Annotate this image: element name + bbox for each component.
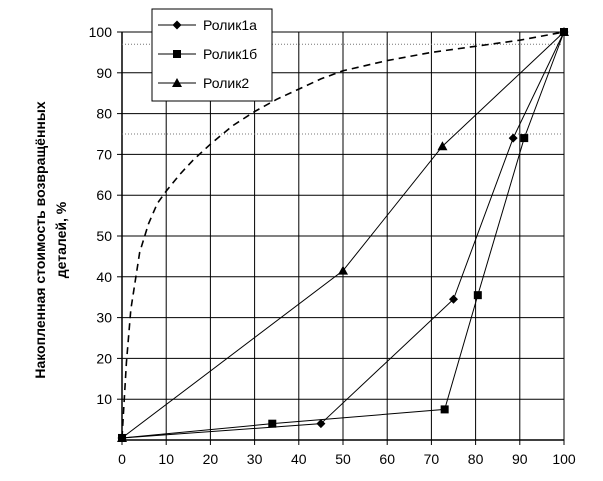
y-tick-label-10: 10 [96, 391, 112, 407]
x-tick-label-70: 70 [424, 451, 440, 467]
x-tick-label-40: 40 [291, 451, 307, 467]
x-tick-label-50: 50 [335, 451, 351, 467]
grid [117, 31, 565, 445]
series-2-point-1 [268, 419, 277, 428]
tick-labels: 0 10 20 30 40 50 60 70 80 90 100 10 20 30 40 50 60 70 80 90… [89, 24, 576, 467]
y-tick-label-30: 30 [96, 310, 112, 326]
series-1-point-2 [449, 294, 458, 304]
legend-marker-3 [172, 78, 182, 87]
x-tick-label-30: 30 [247, 451, 263, 467]
y-tick-label-70: 70 [96, 146, 112, 162]
y-tick-label-60: 60 [96, 187, 112, 203]
legend-label-3: Ролик2 [203, 75, 249, 91]
y-tick-label-100: 100 [89, 24, 113, 40]
y-tick-label-50: 50 [96, 228, 112, 244]
series-3-point-1 [338, 265, 348, 275]
legend-marker-1 [172, 20, 182, 30]
y-tick-label-40: 40 [96, 269, 112, 285]
y-axis-label-line-1: Накопленная стоимость возвращённых [32, 101, 48, 378]
reference-curve [121, 31, 565, 439]
legend-marker-2 [173, 50, 181, 58]
series-2-point-2 [440, 405, 449, 414]
x-tick-label-100: 100 [552, 451, 576, 467]
series-line-2 [121, 31, 565, 439]
series-line-3 [121, 31, 565, 439]
series-group [117, 27, 569, 443]
x-tick-label-0: 0 [118, 451, 126, 467]
series-3-point-0 [117, 432, 127, 442]
series-3 [117, 27, 569, 442]
y-tick-label-20: 20 [96, 350, 112, 366]
series-2-point-3 [473, 291, 482, 300]
series-3-point-2 [437, 141, 448, 151]
x-tick-label-10: 10 [158, 451, 174, 467]
legend: Ролик1а Ролик1б Ролик2 [151, 8, 273, 102]
x-tick-label-60: 60 [379, 451, 395, 467]
legend-label-2: Ролик1б [203, 46, 257, 62]
reference-curve-line [121, 31, 565, 439]
y-tick-label-80: 80 [96, 106, 112, 122]
y-axis-label-line-2: деталей, % [53, 201, 69, 278]
x-tick-label-80: 80 [468, 451, 484, 467]
series-1-point-3 [508, 133, 518, 143]
series-3-point-3 [559, 27, 569, 36]
y-tick-label-90: 90 [96, 65, 112, 81]
x-tick-label-20: 20 [203, 451, 219, 467]
x-tick-label-90: 90 [512, 451, 528, 467]
series-1-point-1 [316, 419, 326, 429]
legend-label-1: Ролик1а [203, 17, 257, 33]
legend-box [151, 8, 273, 102]
series-2-point-4 [520, 134, 529, 143]
